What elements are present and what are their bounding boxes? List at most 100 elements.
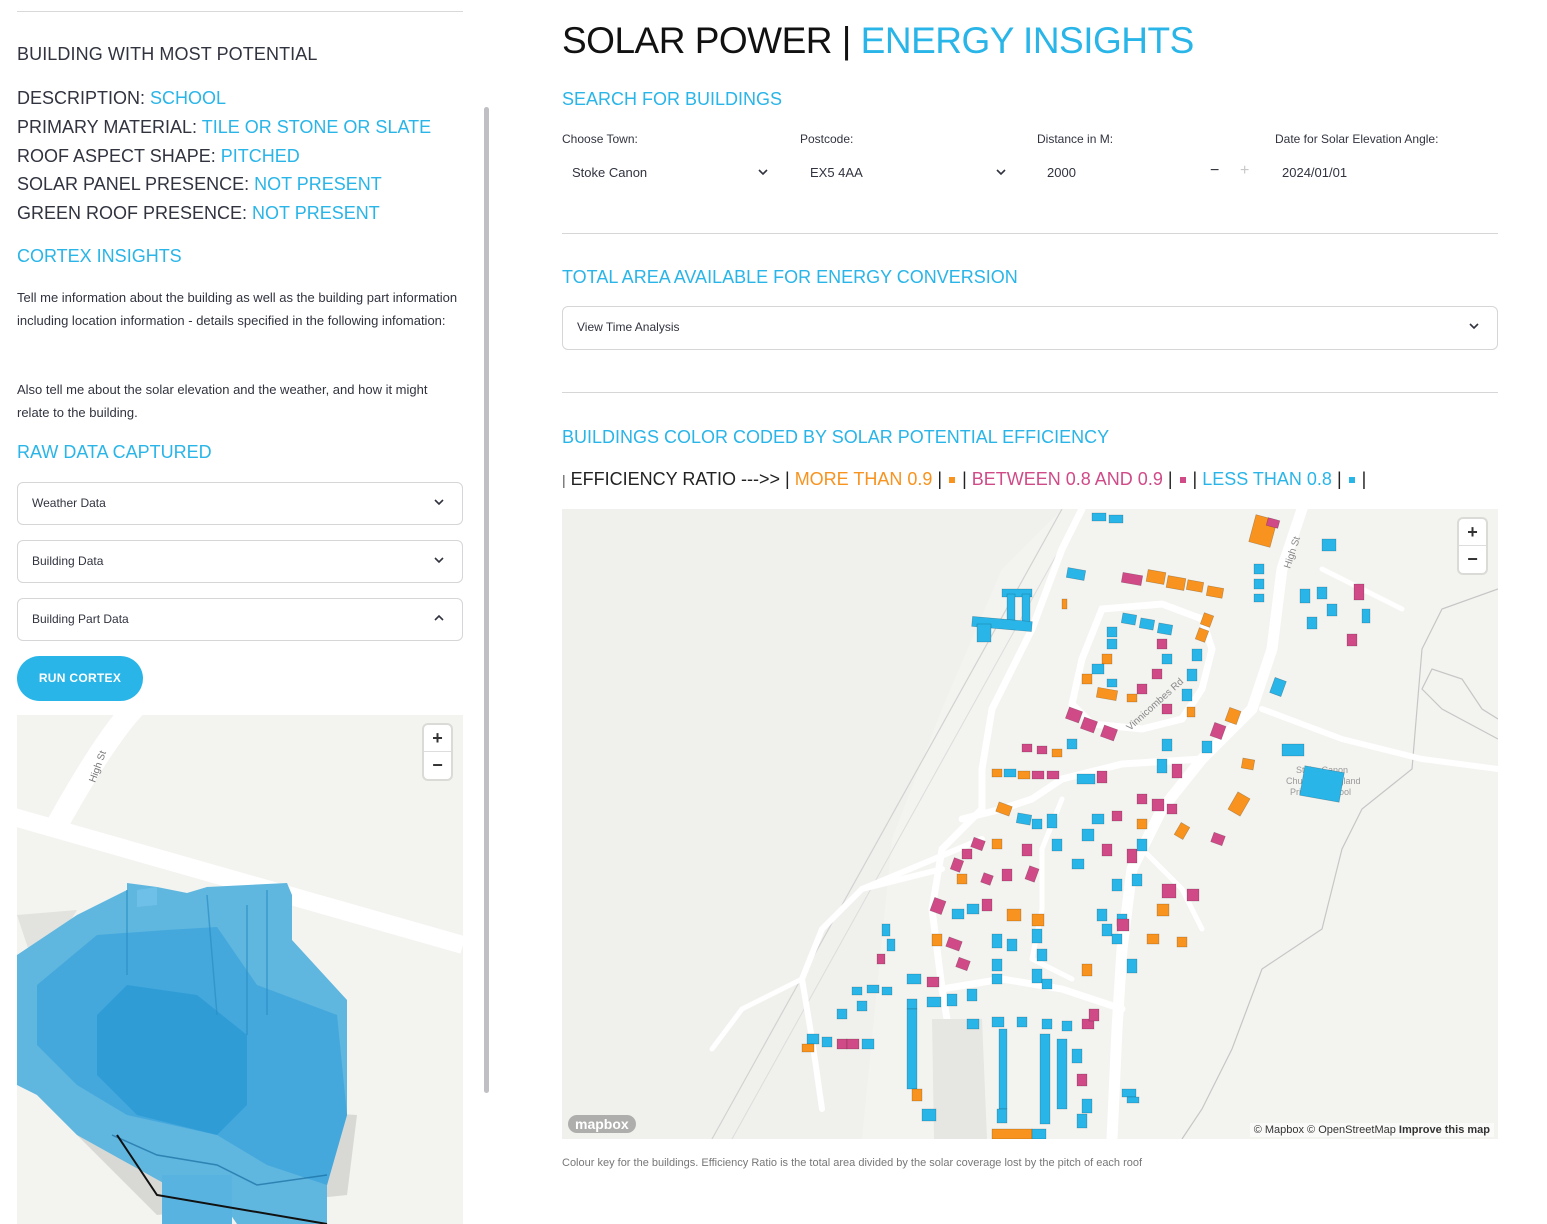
building-footprint[interactable] xyxy=(1194,627,1210,643)
building-footprint[interactable] xyxy=(1091,813,1105,825)
building-footprint[interactable] xyxy=(1081,963,1093,977)
building-footprint[interactable] xyxy=(929,896,947,916)
building-part-data-expander[interactable]: Building Part Data xyxy=(17,598,463,641)
building-footprint[interactable] xyxy=(866,984,880,994)
building-footprint[interactable] xyxy=(1041,978,1053,990)
building-footprint[interactable] xyxy=(980,872,994,886)
building-footprint[interactable] xyxy=(1156,903,1170,917)
building-3d-map[interactable]: High St + − xyxy=(17,715,463,1224)
building-footprint[interactable] xyxy=(1056,1038,1068,1110)
building-footprint[interactable] xyxy=(1224,706,1242,726)
building-footprint[interactable] xyxy=(881,923,891,937)
building-footprint[interactable] xyxy=(1126,693,1138,703)
weather-data-expander[interactable]: Weather Data xyxy=(17,482,463,525)
building-footprint[interactable] xyxy=(1031,928,1043,944)
building-footprint[interactable] xyxy=(836,1008,848,1020)
building-footprint[interactable] xyxy=(1281,743,1305,757)
building-footprint[interactable] xyxy=(1015,812,1033,826)
building-footprint[interactable] xyxy=(1136,838,1148,852)
building-footprint[interactable] xyxy=(1126,958,1138,974)
building-footprint[interactable] xyxy=(1096,908,1108,922)
building-footprint[interactable] xyxy=(1120,612,1138,626)
building-footprint[interactable] xyxy=(1201,740,1213,754)
building-footprint[interactable] xyxy=(851,986,863,996)
building-footprint[interactable] xyxy=(1156,638,1168,650)
building-footprint[interactable] xyxy=(1021,843,1033,857)
building-footprint[interactable] xyxy=(1227,791,1251,817)
building-footprint[interactable] xyxy=(1016,1016,1028,1028)
building-footprint[interactable] xyxy=(1171,763,1183,779)
building-footprint[interactable] xyxy=(1126,848,1138,864)
building-footprint[interactable] xyxy=(1081,1018,1095,1030)
building-footprint[interactable] xyxy=(1106,678,1118,688)
building-footprint[interactable] xyxy=(1173,822,1191,840)
building-footprint[interactable] xyxy=(1346,633,1358,647)
building-footprint[interactable] xyxy=(1065,567,1087,581)
building-footprint[interactable] xyxy=(886,938,896,952)
building-footprint[interactable] xyxy=(991,1016,1005,1028)
building-footprint[interactable] xyxy=(995,801,1013,817)
building-footprint[interactable] xyxy=(1306,616,1318,630)
building-footprint[interactable] xyxy=(966,988,978,1002)
building-footprint[interactable] xyxy=(1321,538,1337,552)
building-footprint[interactable] xyxy=(1111,878,1123,892)
building-footprint[interactable] xyxy=(1165,575,1187,591)
building-footprint[interactable] xyxy=(971,616,1033,632)
building-footprint[interactable] xyxy=(1091,663,1105,675)
building-footprint[interactable] xyxy=(1099,724,1119,742)
building-footprint[interactable] xyxy=(1081,828,1095,842)
building-footprint[interactable] xyxy=(1031,1128,1047,1139)
building-footprint[interactable] xyxy=(1116,918,1130,932)
building-footprint[interactable] xyxy=(1138,617,1156,631)
building-footprint[interactable] xyxy=(1299,588,1311,604)
building-footprint[interactable] xyxy=(1021,743,1033,753)
building-footprint[interactable] xyxy=(1006,908,1022,922)
building-footprint[interactable] xyxy=(1003,768,1017,778)
building-footprint[interactable] xyxy=(1253,578,1265,590)
building-footprint[interactable] xyxy=(906,1008,918,1090)
building-footprint[interactable] xyxy=(1064,706,1084,724)
building-footprint[interactable] xyxy=(1071,858,1085,870)
building-footprint[interactable] xyxy=(1001,868,1013,882)
building-footprint[interactable] xyxy=(836,1038,848,1050)
building-footprint[interactable] xyxy=(1126,1096,1140,1104)
building-footprint[interactable] xyxy=(1240,757,1256,771)
building-footprint[interactable] xyxy=(1031,818,1043,830)
building-footprint[interactable] xyxy=(1353,583,1365,601)
building-footprint[interactable] xyxy=(1039,1033,1051,1125)
building-footprint[interactable] xyxy=(1001,588,1033,598)
mapbox-logo[interactable]: mapbox xyxy=(568,1115,636,1133)
building-footprint[interactable] xyxy=(1046,813,1058,829)
building-footprint[interactable] xyxy=(921,1108,937,1122)
building-footprint[interactable] xyxy=(1161,703,1173,715)
date-input[interactable]: 2024/01/01 xyxy=(1282,165,1348,180)
building-footprint[interactable] xyxy=(1209,721,1227,741)
building-footprint[interactable] xyxy=(1131,873,1143,887)
building-footprint[interactable] xyxy=(1024,865,1040,883)
building-footprint[interactable] xyxy=(1120,571,1144,587)
building-footprint[interactable] xyxy=(1151,798,1165,812)
building-footprint[interactable] xyxy=(1299,765,1345,803)
building-footprint[interactable] xyxy=(966,903,980,915)
building-footprint[interactable] xyxy=(1061,1020,1073,1032)
building-footprint[interactable] xyxy=(1101,923,1113,937)
building-footprint[interactable] xyxy=(881,986,893,996)
building-footprint[interactable] xyxy=(1210,831,1226,847)
building-footprint[interactable] xyxy=(991,973,1003,985)
building-footprint[interactable] xyxy=(949,857,965,873)
building-footprint[interactable] xyxy=(1111,933,1123,945)
building-footprint[interactable] xyxy=(1156,758,1168,774)
building-footprint[interactable] xyxy=(991,1128,1033,1139)
building-footprint[interactable] xyxy=(991,933,1003,949)
building-footprint[interactable] xyxy=(1071,1048,1083,1064)
building-footprint[interactable] xyxy=(926,996,942,1008)
building-footprint[interactable] xyxy=(1111,810,1123,822)
distance-increment-button[interactable]: + xyxy=(1240,162,1250,179)
building-footprint[interactable] xyxy=(1136,818,1148,830)
building-footprint[interactable] xyxy=(1161,738,1173,752)
building-footprint[interactable] xyxy=(1161,653,1173,665)
building-footprint[interactable] xyxy=(981,898,993,912)
sidebar-scrollbar[interactable] xyxy=(484,107,489,1093)
building-footprint[interactable] xyxy=(1186,888,1200,902)
building-footprint[interactable] xyxy=(951,908,965,920)
